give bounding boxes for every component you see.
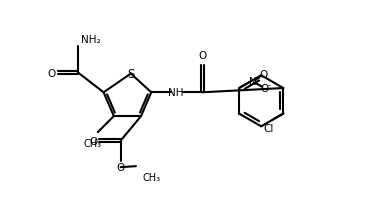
Text: O: O	[260, 70, 268, 80]
Text: NH₂: NH₂	[81, 34, 101, 44]
Text: S: S	[127, 68, 135, 81]
Text: Cl: Cl	[263, 123, 274, 133]
Text: O: O	[117, 162, 125, 172]
Text: -: -	[268, 81, 271, 90]
Text: O: O	[261, 84, 269, 94]
Text: +: +	[254, 76, 260, 82]
Text: O: O	[89, 136, 97, 146]
Text: CH₃: CH₃	[143, 172, 161, 182]
Text: O: O	[198, 51, 206, 61]
Text: NH: NH	[168, 88, 184, 98]
Text: O: O	[47, 68, 55, 78]
Text: N: N	[249, 77, 257, 87]
Text: CH₃: CH₃	[84, 138, 102, 148]
